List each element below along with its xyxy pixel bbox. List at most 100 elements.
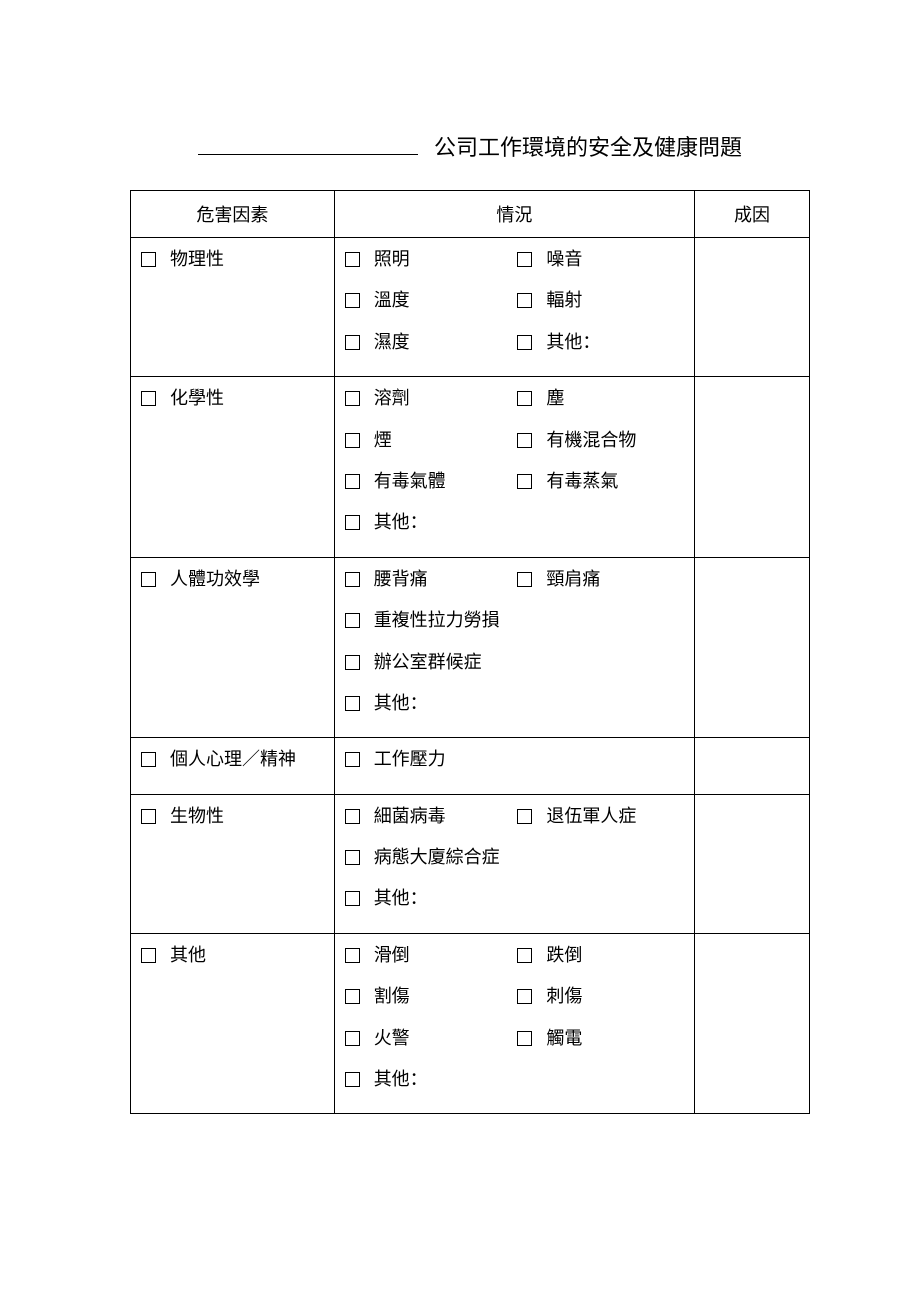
- situation-cell: 照明噪音溫度輻射濕度 其他：: [334, 238, 694, 377]
- checkbox-icon[interactable]: [517, 1031, 532, 1046]
- situation-checkbox-item[interactable]: 濕度: [345, 331, 512, 354]
- situation-cell: 溶劑 塵煙有機混合物有毒氣體有毒蒸氣其他：: [334, 377, 694, 558]
- situation-label: 濕度: [374, 331, 410, 354]
- cause-cell[interactable]: [695, 238, 810, 377]
- situation-label: 滑倒: [374, 944, 410, 967]
- checkbox-icon[interactable]: [141, 752, 156, 767]
- situation-checkbox-item[interactable]: 辦公室群候症: [345, 651, 684, 674]
- hazard-checkbox-item[interactable]: 生物性: [141, 805, 324, 828]
- cause-cell[interactable]: [695, 557, 810, 738]
- hazard-checkbox-item[interactable]: 人體功效學: [141, 568, 324, 591]
- situation-checkbox-item[interactable]: 跌倒: [517, 944, 684, 967]
- situation-label: 辦公室群候症: [374, 651, 482, 674]
- situation-checkbox-item[interactable]: 其他：: [345, 511, 684, 534]
- situation-checkbox-item[interactable]: 其他：: [345, 692, 684, 715]
- situation-checkbox-item[interactable]: 工作壓力: [345, 748, 684, 771]
- situation-checkbox-item[interactable]: 重複性拉力勞損: [345, 609, 684, 632]
- checkbox-icon[interactable]: [141, 809, 156, 824]
- situation-checkbox-item[interactable]: 照明: [345, 248, 512, 271]
- checkbox-icon[interactable]: [141, 391, 156, 406]
- checkbox-icon[interactable]: [141, 948, 156, 963]
- situation-label: 觸電: [546, 1027, 582, 1050]
- situation-checkbox-item[interactable]: 煙: [345, 429, 512, 452]
- situation-checkbox-item[interactable]: 退伍軍人症: [517, 805, 684, 828]
- checkbox-icon[interactable]: [345, 335, 360, 350]
- checkbox-icon[interactable]: [345, 696, 360, 711]
- checkbox-icon[interactable]: [517, 809, 532, 824]
- hazard-label: 個人心理／精神: [170, 748, 296, 771]
- hazard-label: 化學性: [170, 387, 224, 410]
- checkbox-icon[interactable]: [517, 252, 532, 267]
- hazard-checkbox-item[interactable]: 個人心理／精神: [141, 748, 324, 771]
- checkbox-icon[interactable]: [345, 572, 360, 587]
- checkbox-icon[interactable]: [345, 433, 360, 448]
- cause-cell[interactable]: [695, 377, 810, 558]
- situation-checkbox-item[interactable]: 滑倒: [345, 944, 512, 967]
- checkbox-icon[interactable]: [345, 891, 360, 906]
- situation-checkbox-item[interactable]: 其他：: [517, 331, 684, 354]
- checkbox-icon[interactable]: [141, 572, 156, 587]
- cause-cell[interactable]: [695, 794, 810, 933]
- title-suffix: 公司工作環境的安全及健康問題: [434, 135, 742, 160]
- situation-checkbox-item[interactable]: 頸肩痛: [517, 568, 684, 591]
- situation-checkbox-item[interactable]: 割傷: [345, 985, 512, 1008]
- checkbox-icon[interactable]: [345, 252, 360, 267]
- hazard-checkbox-item[interactable]: 化學性: [141, 387, 324, 410]
- header-situation: 情況: [334, 191, 694, 238]
- situation-checkbox-item[interactable]: 腰背痛: [345, 568, 512, 591]
- checkbox-icon[interactable]: [345, 515, 360, 530]
- situation-checkbox-item[interactable]: 有毒蒸氣: [517, 470, 684, 493]
- company-name-blank[interactable]: [198, 154, 418, 155]
- checkbox-icon[interactable]: [345, 1031, 360, 1046]
- checkbox-icon[interactable]: [345, 655, 360, 670]
- situation-checkbox-item[interactable]: 溫度: [345, 289, 512, 312]
- situation-checkbox-item[interactable]: 觸電: [517, 1027, 684, 1050]
- checkbox-icon[interactable]: [345, 809, 360, 824]
- checkbox-icon[interactable]: [345, 850, 360, 865]
- situation-label: 其他：: [374, 511, 428, 534]
- checkbox-icon[interactable]: [517, 293, 532, 308]
- checkbox-icon[interactable]: [141, 252, 156, 267]
- checkbox-icon[interactable]: [517, 989, 532, 1004]
- situation-checkbox-item[interactable]: 有機混合物: [517, 429, 684, 452]
- checkbox-icon[interactable]: [345, 293, 360, 308]
- hazard-label: 生物性: [170, 805, 224, 828]
- table-row: 化學性 溶劑 塵煙有機混合物有毒氣體有毒蒸氣其他：: [131, 377, 810, 558]
- checkbox-icon[interactable]: [345, 474, 360, 489]
- checkbox-icon[interactable]: [345, 391, 360, 406]
- situation-checkbox-item[interactable]: 噪音: [517, 248, 684, 271]
- checkbox-icon[interactable]: [345, 613, 360, 628]
- hazard-checkbox-item[interactable]: 物理性: [141, 248, 324, 271]
- situation-label: 細菌病毒: [374, 805, 446, 828]
- situation-checkbox-item[interactable]: 病態大廈綜合症: [345, 846, 684, 869]
- checkbox-icon[interactable]: [517, 433, 532, 448]
- situation-checkbox-item[interactable]: 火警: [345, 1027, 512, 1050]
- checkbox-icon[interactable]: [345, 989, 360, 1004]
- situation-label: 其他：: [546, 331, 600, 354]
- situation-checkbox-item[interactable]: 輻射: [517, 289, 684, 312]
- situation-checkbox-item[interactable]: 其他：: [345, 887, 684, 910]
- hazard-table: 危害因素 情況 成因 物理性照明噪音溫度輻射濕度其他：化學性溶劑塵煙有機混合物有…: [130, 190, 810, 1114]
- situation-checkbox-item[interactable]: 有毒氣體: [345, 470, 512, 493]
- table-row: 人體功效學腰背痛頸肩痛重複性拉力勞損辦公室群候症其他：: [131, 557, 810, 738]
- checkbox-icon[interactable]: [517, 391, 532, 406]
- situation-label: 塵: [546, 387, 564, 410]
- hazard-checkbox-item[interactable]: 其他: [141, 944, 324, 967]
- checkbox-icon[interactable]: [517, 335, 532, 350]
- situation-checkbox-item[interactable]: 刺傷: [517, 985, 684, 1008]
- cause-cell[interactable]: [695, 933, 810, 1114]
- situation-checkbox-item[interactable]: 溶劑: [345, 387, 512, 410]
- checkbox-icon[interactable]: [345, 1072, 360, 1087]
- checkbox-icon[interactable]: [517, 948, 532, 963]
- hazard-cell: 人體功效學: [131, 557, 335, 738]
- checkbox-icon[interactable]: [345, 752, 360, 767]
- situation-checkbox-item[interactable]: 細菌病毒: [345, 805, 512, 828]
- checkbox-icon[interactable]: [517, 474, 532, 489]
- cause-cell[interactable]: [695, 738, 810, 794]
- header-hazard: 危害因素: [131, 191, 335, 238]
- checkbox-icon[interactable]: [517, 572, 532, 587]
- situation-checkbox-item[interactable]: 其他：: [345, 1068, 684, 1091]
- situation-checkbox-item[interactable]: 塵: [517, 387, 684, 410]
- checkbox-icon[interactable]: [345, 948, 360, 963]
- situation-label: 其他：: [374, 887, 428, 910]
